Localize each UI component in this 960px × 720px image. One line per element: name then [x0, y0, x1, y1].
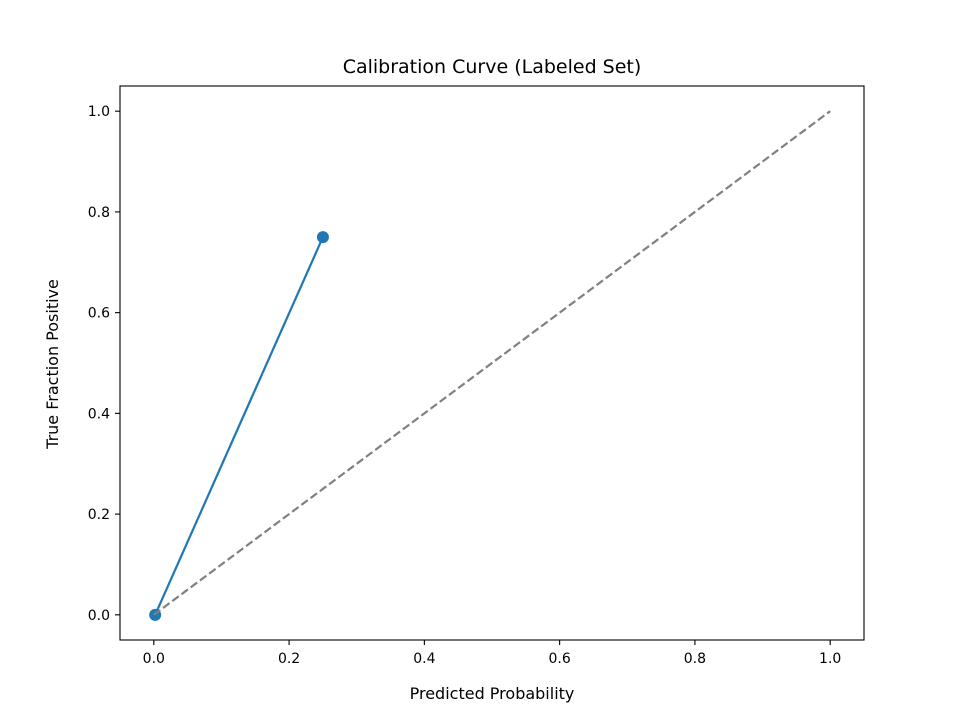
y-tick-label-2: 0.4	[88, 406, 110, 422]
y-axis-title: True Fraction Positive	[43, 279, 62, 450]
x-tick-label-3: 0.6	[549, 651, 571, 667]
y-tick-label-4: 0.8	[88, 205, 110, 221]
reference-diagonal-line	[153, 110, 831, 616]
y-tick-label-3: 0.6	[88, 306, 110, 322]
x-tick-label-0: 0.0	[143, 651, 165, 667]
chart-title: Calibration Curve (Labeled Set)	[343, 56, 642, 78]
x-tick-label-4: 0.8	[684, 651, 706, 667]
x-tick-label-2: 0.4	[413, 651, 435, 667]
calibration-point-1	[316, 231, 329, 244]
calibration-series-line	[154, 236, 324, 616]
y-tick-label-1: 0.2	[88, 507, 110, 523]
x-tick-label-5: 1.0	[819, 651, 841, 667]
x-tick-label-1: 0.2	[278, 651, 300, 667]
plot-area: 0.0 0.2 0.4 0.6 0.8 1.0 0.0 0.2 0.4 0.6 0.8 1.0	[88, 85, 865, 667]
y-tick-label-5: 1.0	[88, 104, 110, 120]
y-tick-label-0: 0.0	[88, 608, 110, 624]
plot-frame	[119, 85, 865, 641]
x-axis-title: Predicted Probability	[410, 684, 575, 703]
